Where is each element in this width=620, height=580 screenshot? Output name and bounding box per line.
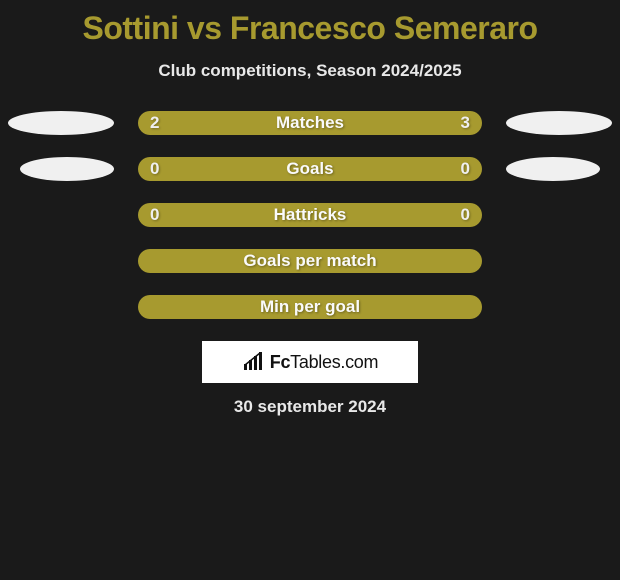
player-ellipse-left xyxy=(20,157,114,181)
stat-bar-track: 00Hattricks xyxy=(138,203,482,227)
footer-logo: FcTables.com xyxy=(202,341,418,383)
stat-row: 23Matches xyxy=(0,111,620,135)
logo-text: FcTables.com xyxy=(270,352,378,373)
footer-date: 30 september 2024 xyxy=(0,397,620,417)
stat-label: Goals per match xyxy=(138,249,482,273)
page-subtitle: Club competitions, Season 2024/2025 xyxy=(0,61,620,81)
stat-bar-track: 23Matches xyxy=(138,111,482,135)
stat-row: Min per goal xyxy=(0,295,620,319)
stat-label: Matches xyxy=(138,111,482,135)
page-title: Sottini vs Francesco Semeraro xyxy=(0,0,620,47)
stat-label: Hattricks xyxy=(138,203,482,227)
stat-label: Goals xyxy=(138,157,482,181)
stat-bar-track: 00Goals xyxy=(138,157,482,181)
stat-bar-full: Min per goal xyxy=(138,295,482,319)
player-ellipse-right xyxy=(506,157,600,181)
chart-icon xyxy=(242,352,266,372)
stat-row: Goals per match xyxy=(0,249,620,273)
comparison-chart: 23Matches 00Goals 00Hattricks Goals per mat… xyxy=(0,111,620,319)
player-ellipse-left xyxy=(8,111,114,135)
stat-row: 00Goals xyxy=(0,157,620,181)
stat-bar-full: Goals per match xyxy=(138,249,482,273)
stat-label: Min per goal xyxy=(138,295,482,319)
player-ellipse-right xyxy=(506,111,612,135)
stat-row: 00Hattricks xyxy=(0,203,620,227)
